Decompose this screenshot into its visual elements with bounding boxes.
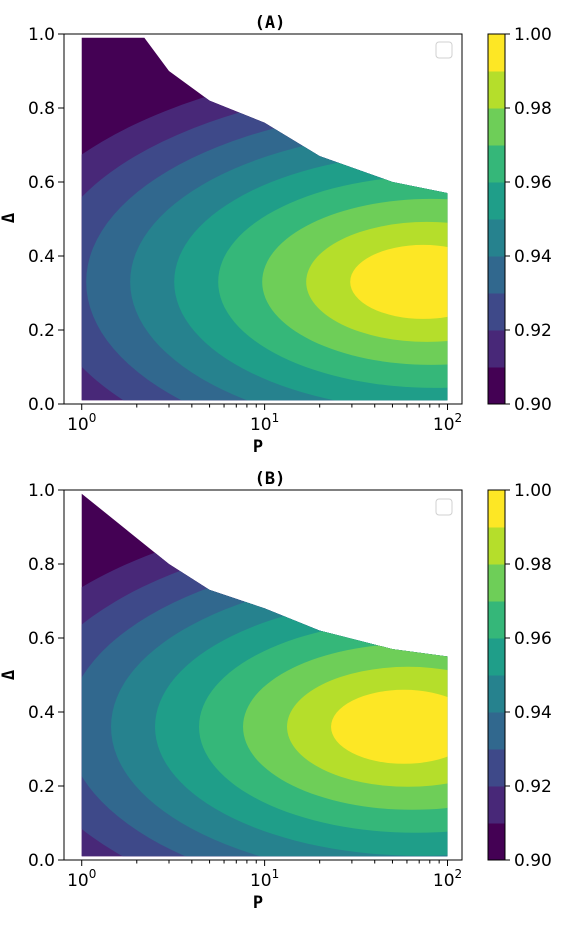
contour-band-9 [331, 689, 448, 764]
colorbar-swatch [488, 293, 505, 331]
colorbar-swatch [488, 34, 505, 72]
colorbar-swatch [488, 71, 505, 109]
colorbar-swatch [488, 367, 505, 405]
panel-a-x-label: P [253, 437, 263, 457]
y-tick-label: 1.0 [28, 481, 55, 501]
panel-a-title: (A) [255, 13, 286, 33]
colorbar-swatch [488, 823, 505, 861]
colorbar-tick-label: 1.00 [514, 481, 552, 501]
x-tick-label: 101 [250, 411, 279, 435]
panel-a: (A) 100 101 102 0.0 0.2 0.4 0.6 0.8 1.0 P Δ 0.9… [0, 13, 552, 457]
panel-b-y-ticks: 0.0 0.2 0.4 0.6 0.8 1.0 [28, 481, 64, 871]
colorbar-swatch [488, 712, 505, 750]
panel-a-y-ticks: 0.0 0.2 0.4 0.6 0.8 1.0 [28, 25, 64, 415]
panel-b-title: (B) [255, 469, 286, 489]
colorbar-tick-label: 0.92 [514, 777, 552, 797]
colorbar-tick-label: 0.96 [514, 173, 552, 193]
colorbar-tick-label: 1.00 [514, 25, 552, 45]
x-tick-label: 102 [433, 411, 462, 435]
contour-band-9 [350, 244, 448, 319]
panel-b-x-label: P [253, 893, 263, 913]
y-tick-label: 0.2 [28, 321, 55, 341]
y-tick-label: 0.0 [28, 395, 55, 415]
panel-b-frame [63, 489, 463, 861]
colorbar-swatch [488, 490, 505, 528]
panel-b-x-ticks: 100 101 102 [67, 860, 462, 891]
y-tick-label: 0.6 [28, 173, 55, 193]
x-tick-label: 100 [67, 411, 96, 435]
colorbar-swatch [488, 219, 505, 257]
y-tick-label: 0.8 [28, 99, 55, 119]
panel-b-contours [81, 493, 448, 857]
colorbar-swatch [488, 182, 505, 220]
y-tick-label: 1.0 [28, 25, 55, 45]
colorbar-swatch [488, 527, 505, 565]
colorbar-tick-label: 0.94 [514, 703, 552, 723]
colorbar-swatch [488, 330, 505, 368]
panel-b: (B) 100 101 102 0.0 0.2 0.4 0.6 0.8 1.0 P Δ 0.9… [0, 469, 552, 913]
x-tick-label: 100 [67, 867, 96, 891]
y-tick-label: 0.8 [28, 555, 55, 575]
y-tick-label: 0.6 [28, 629, 55, 649]
colorbar-tick-label: 0.90 [514, 851, 552, 871]
colorbar-swatch [488, 786, 505, 824]
colorbar-swatch [488, 638, 505, 676]
colorbar-frame [487, 33, 506, 405]
y-tick-label: 0.0 [28, 851, 55, 871]
panel-a-frame [63, 33, 463, 405]
colorbar-swatch [488, 675, 505, 713]
colorbar-swatch [488, 108, 505, 146]
panel-a-colorbar: 0.90 0.92 0.94 0.96 0.98 1.00 [487, 25, 552, 415]
colorbar-tick-label: 0.90 [514, 395, 552, 415]
panel-b-colorbar: 0.90 0.92 0.94 0.96 0.98 1.00 [487, 481, 552, 871]
colorbar-swatch [488, 145, 505, 183]
panel-b-legend [435, 498, 453, 516]
colorbar-frame [487, 489, 506, 861]
colorbar-tick-label: 0.94 [514, 247, 552, 267]
y-tick-label: 0.4 [28, 703, 55, 723]
colorbar-swatch [488, 601, 505, 639]
colorbar-tick-label: 0.98 [514, 99, 552, 119]
colorbar-swatch [488, 749, 505, 787]
x-tick-label: 102 [433, 867, 462, 891]
panel-a-contours [81, 37, 448, 401]
panel-b-y-label: Δ [0, 670, 19, 680]
colorbar-tick-label: 0.96 [514, 629, 552, 649]
x-tick-label: 101 [250, 867, 279, 891]
colorbar-tick-label: 0.98 [514, 555, 552, 575]
colorbar-tick-label: 0.92 [514, 321, 552, 341]
colorbar-swatch [488, 564, 505, 602]
panel-a-legend [435, 41, 453, 59]
y-tick-label: 0.2 [28, 777, 55, 797]
y-tick-label: 0.4 [28, 247, 55, 267]
panel-a-y-label: Δ [0, 213, 19, 223]
panel-a-x-ticks: 100 101 102 [67, 404, 462, 435]
colorbar-swatch [488, 256, 505, 294]
